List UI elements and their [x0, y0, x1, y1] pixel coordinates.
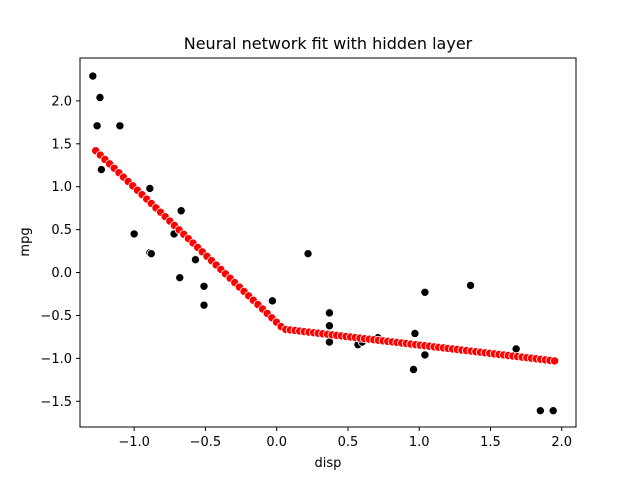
x-tick-label: 2.0 — [551, 435, 572, 450]
y-tick-label: 0.5 — [51, 223, 72, 238]
x-tick-label: −0.5 — [190, 435, 222, 450]
observed-point — [548, 406, 558, 416]
observed-point — [267, 296, 277, 306]
observed-point — [175, 273, 185, 283]
y-tick-label: 0.0 — [51, 266, 72, 281]
observed-point — [535, 406, 545, 416]
x-axis: −1.0 −0.5 0.0 0.5 1.0 1.5 2.0 — [118, 427, 572, 450]
observed-point — [199, 300, 209, 310]
observed-point — [145, 183, 155, 193]
plot-area — [88, 71, 560, 416]
x-tick-label: −1.0 — [118, 435, 150, 450]
observed-point — [176, 206, 186, 216]
y-tick-label: −1.5 — [40, 395, 72, 410]
y-axis: −1.5 −1.0 −0.5 0.0 0.5 1.0 1.5 2.0 — [40, 94, 80, 410]
observed-point — [409, 365, 419, 375]
observed-point — [115, 121, 125, 131]
observed-point — [410, 328, 420, 338]
observed-point — [324, 308, 334, 318]
observed-point — [303, 249, 313, 259]
observed-point — [190, 255, 200, 265]
y-tick-label: −1.0 — [40, 352, 72, 367]
observed-point — [420, 287, 430, 297]
y-axis-label: mpg — [18, 227, 33, 256]
observed-point — [88, 71, 98, 81]
y-tick-label: 2.0 — [51, 94, 72, 109]
axes-frame — [79, 57, 577, 428]
y-tick-label: −0.5 — [40, 309, 72, 324]
y-tick-label: 1.5 — [51, 137, 72, 152]
observed-point — [420, 350, 430, 360]
fitted-point — [550, 356, 560, 366]
observed-point — [146, 249, 156, 259]
x-axis-label: disp — [315, 456, 342, 471]
observed-point — [129, 229, 139, 239]
observed-point — [324, 321, 334, 331]
x-tick-label: 1.0 — [409, 435, 430, 450]
x-tick-label: 0.5 — [338, 435, 359, 450]
x-tick-label: 0.0 — [266, 435, 287, 450]
observed-point — [96, 165, 106, 175]
observed-point — [95, 92, 105, 102]
observed-point — [466, 280, 476, 290]
y-tick-label: 1.0 — [51, 180, 72, 195]
chart-title: Neural network fit with hidden layer — [184, 34, 473, 53]
observed-point — [92, 121, 102, 131]
observed-point — [199, 281, 209, 291]
x-tick-label: 1.5 — [480, 435, 501, 450]
